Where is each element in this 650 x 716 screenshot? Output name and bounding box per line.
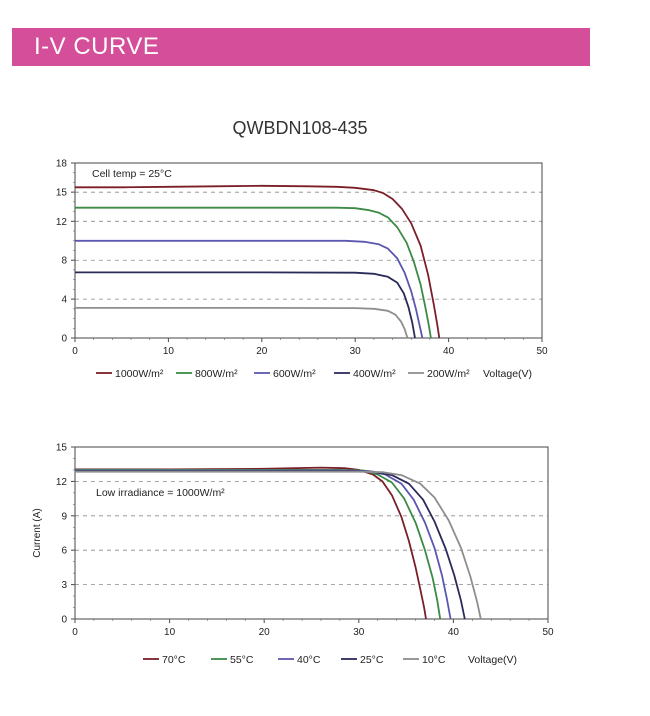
series-line bbox=[75, 466, 427, 620]
chart-2: 0 3 6 9 12 15 0 10 20 30 40 50 Low irradiance = 1000… bbox=[32, 443, 554, 667]
y-tick-label: 0 bbox=[61, 334, 67, 345]
series-line bbox=[75, 206, 432, 339]
chart-1: 0 4 8 12 15 18 0 10 20 30 40 50 Cell temp = 25°C 1000… bbox=[56, 159, 548, 381]
plot-frame bbox=[74, 446, 549, 620]
legend-label: 55°C bbox=[230, 654, 254, 666]
series-line bbox=[75, 271, 416, 339]
series-line bbox=[75, 307, 409, 339]
y-tick-label: 18 bbox=[56, 159, 68, 170]
legend-label: 400W/m² bbox=[353, 368, 396, 380]
y-tick-label: 8 bbox=[61, 256, 67, 267]
legend-label: 70°C bbox=[162, 654, 186, 666]
y-tick-label: 15 bbox=[56, 188, 68, 199]
section-title: I-V CURVE bbox=[34, 33, 160, 60]
y-tick-label: 6 bbox=[61, 546, 67, 557]
legend-label: 800W/m² bbox=[195, 368, 238, 380]
y-tick-label: 12 bbox=[56, 477, 68, 488]
legend-label: 600W/m² bbox=[273, 368, 316, 380]
x-tick-label: 10 bbox=[164, 627, 176, 638]
y-tick-label: 15 bbox=[56, 443, 68, 454]
y-tick-label: 9 bbox=[61, 511, 67, 522]
x-tick-label: 0 bbox=[72, 346, 78, 357]
legend-label: 25°C bbox=[360, 654, 384, 666]
x-axis-label: Voltage(V) bbox=[468, 654, 517, 666]
legend-label: 10°C bbox=[422, 654, 446, 666]
legend-label: 1000W/m² bbox=[115, 368, 164, 380]
x-tick-label: 50 bbox=[542, 627, 554, 638]
series-line bbox=[75, 470, 482, 620]
x-axis-label: Voltage(V) bbox=[483, 368, 532, 380]
chart-annotation: Low irradiance = 1000W/m² bbox=[96, 487, 225, 499]
product-model: QWBDN108-435 bbox=[232, 118, 368, 138]
x-tick-label: 0 bbox=[72, 627, 78, 638]
x-tick-label: 40 bbox=[443, 346, 455, 357]
chart-annotation: Cell temp = 25°C bbox=[92, 168, 172, 180]
series-line bbox=[75, 239, 424, 339]
x-tick-label: 20 bbox=[256, 346, 268, 357]
x-tick-label: 50 bbox=[536, 346, 548, 357]
section-banner: I-V CURVE bbox=[12, 28, 590, 66]
x-tick-label: 30 bbox=[353, 627, 365, 638]
y-tick-label: 0 bbox=[61, 615, 67, 626]
x-tick-label: 30 bbox=[350, 346, 362, 357]
series-line bbox=[75, 184, 441, 339]
y-axis-label: Current (A) bbox=[32, 508, 43, 557]
x-tick-label: 40 bbox=[448, 627, 460, 638]
plot-frame bbox=[74, 162, 543, 339]
x-tick-label: 10 bbox=[163, 346, 175, 357]
legend-label: 200W/m² bbox=[427, 368, 470, 380]
y-tick-label: 12 bbox=[56, 217, 68, 228]
x-tick-label: 20 bbox=[259, 627, 271, 638]
legend-label: 40°C bbox=[297, 654, 321, 666]
y-tick-label: 4 bbox=[61, 295, 67, 306]
y-tick-label: 3 bbox=[61, 580, 67, 591]
